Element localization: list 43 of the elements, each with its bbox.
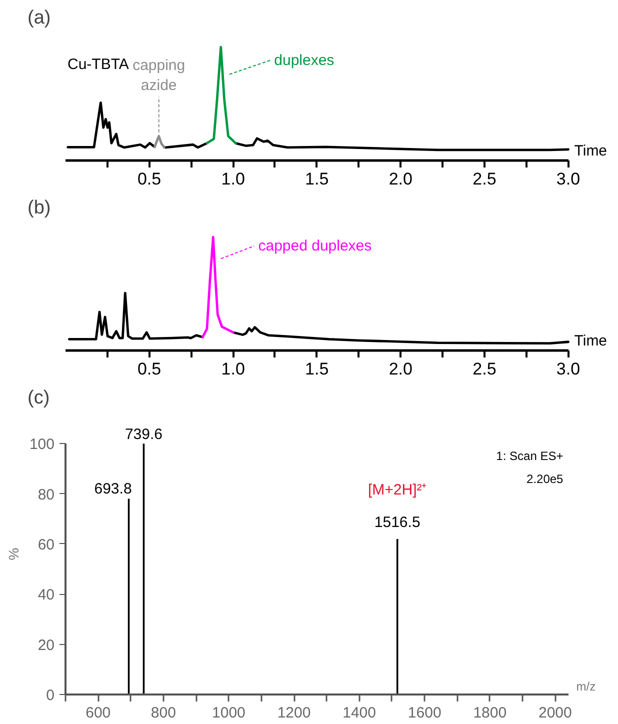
x-tick-label: 1.5	[305, 360, 329, 378]
annotation: capping azide	[132, 56, 186, 94]
annotation: duplexes	[274, 52, 334, 69]
y-tick-label: 40	[38, 586, 55, 604]
x-tick-label: 2.5	[472, 170, 496, 188]
annotation: Cu-TBTA	[68, 56, 129, 74]
x-tick-label: 3.0	[556, 360, 580, 378]
annotation: [M+2H]²⁺	[368, 481, 427, 498]
x-tick-label: 1800	[473, 704, 507, 722]
x-tick-label: 2.5	[472, 360, 496, 378]
x-tick-label: 1000	[212, 704, 246, 722]
x-tick-label: 1400	[342, 704, 376, 722]
x-tick-label: 0.5	[137, 170, 162, 188]
y-axis-title: %	[5, 548, 22, 560]
annotation: 739.6	[124, 426, 162, 443]
annotation: 1516.5	[374, 514, 420, 532]
y-tick-label: 60	[38, 536, 55, 554]
y-tick-label: 80	[38, 486, 55, 504]
annotation: 693.8	[94, 480, 132, 498]
x-tick-label: 1200	[277, 704, 311, 722]
x-tick-label: 1.0	[221, 170, 245, 188]
x-tick-label: 2000	[538, 704, 572, 722]
x-tick-label: 2.0	[388, 170, 412, 188]
x-axis-title: Time	[574, 142, 608, 160]
x-tick-label: 600	[86, 704, 111, 722]
x-tick-label: 800	[150, 704, 176, 722]
x-tick-label: 1.5	[305, 170, 329, 188]
x-tick-label: 0.5	[137, 360, 162, 378]
annotation: 2.20e5	[526, 472, 564, 486]
y-tick-label: 0	[46, 687, 54, 704]
annotation: 1: Scan ES+	[496, 449, 564, 464]
y-tick-label: 100	[29, 436, 55, 454]
chart-title: (c)	[28, 388, 50, 408]
x-axis-title: m/z	[576, 680, 596, 694]
x-tick-label: 1.0	[221, 360, 245, 378]
x-axis-title: Time	[574, 332, 608, 350]
chart-title: (a)	[28, 8, 51, 28]
x-tick-label: 1600	[408, 704, 442, 722]
x-tick-label: 2.0	[388, 360, 412, 378]
chart-title: (b)	[28, 198, 51, 218]
x-tick-label: 3.0	[556, 170, 580, 188]
y-tick-label: 20	[38, 636, 55, 654]
annotation: capped duplexes	[258, 237, 372, 254]
